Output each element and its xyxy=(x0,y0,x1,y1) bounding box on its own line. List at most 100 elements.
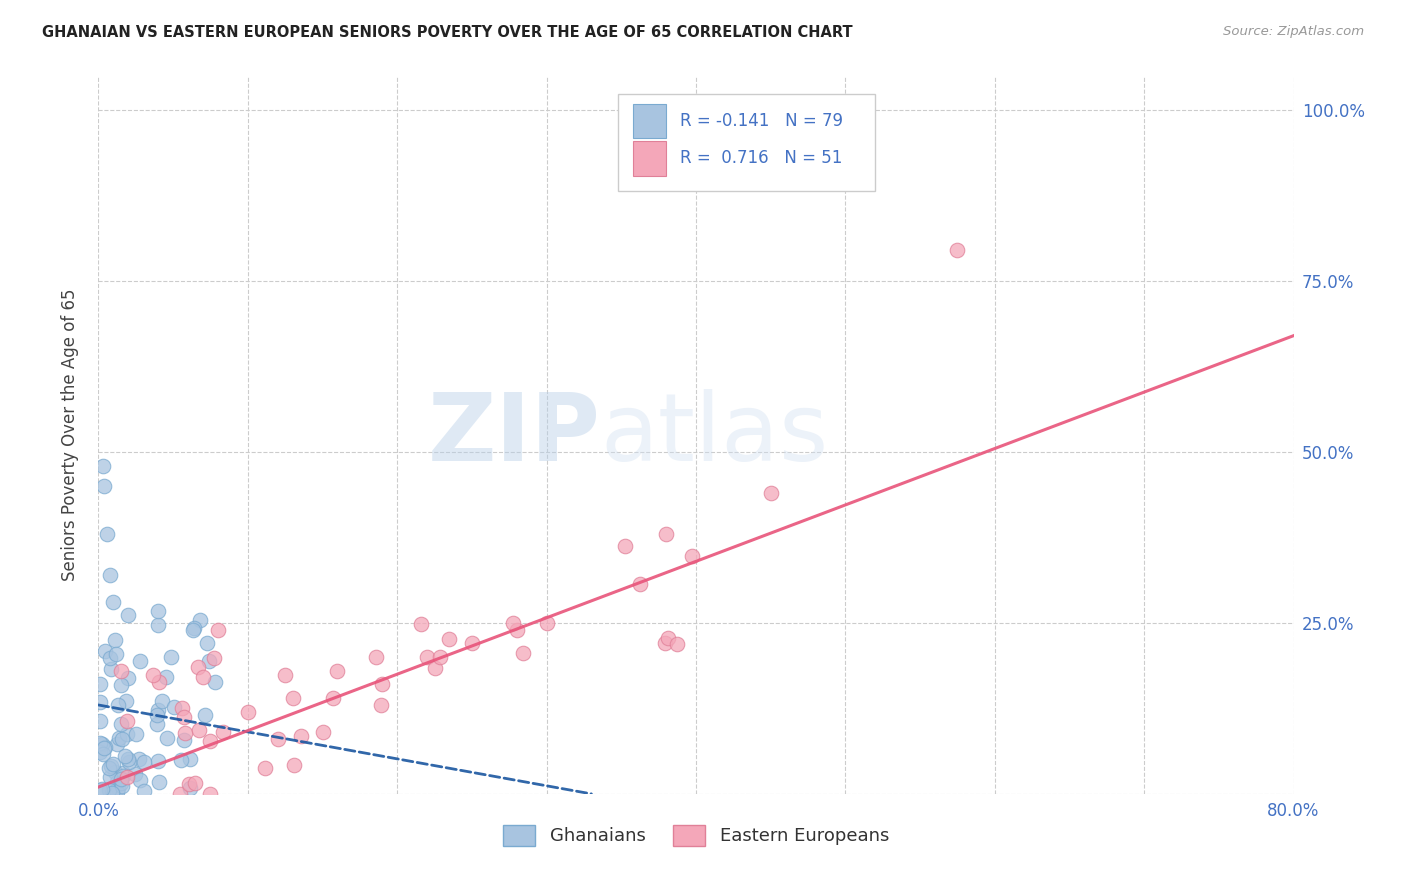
Point xyxy=(107,737,129,751)
Point xyxy=(194,708,217,723)
Point xyxy=(146,604,169,618)
Point xyxy=(117,727,139,741)
Point xyxy=(93,741,115,756)
Point xyxy=(173,733,195,747)
Point xyxy=(461,636,484,650)
Point xyxy=(657,631,679,645)
Point xyxy=(322,691,344,706)
Point xyxy=(110,677,132,691)
Point xyxy=(204,674,226,689)
Point xyxy=(371,677,394,691)
Point xyxy=(124,767,146,781)
Point xyxy=(111,731,134,746)
Point xyxy=(681,549,703,563)
Point xyxy=(112,769,135,783)
Point xyxy=(128,752,150,766)
Point xyxy=(173,710,195,724)
Bar xyxy=(633,103,666,138)
Point xyxy=(512,646,534,660)
Point xyxy=(181,624,204,638)
Point xyxy=(107,698,129,712)
Point xyxy=(105,785,128,799)
Point xyxy=(536,615,558,630)
Point xyxy=(198,654,221,668)
Point xyxy=(160,649,183,664)
Point xyxy=(117,752,139,766)
Point xyxy=(148,703,170,717)
Point xyxy=(111,780,134,794)
Point xyxy=(98,651,121,665)
Point xyxy=(946,244,969,258)
Point xyxy=(179,777,201,791)
Point xyxy=(129,654,152,668)
Point xyxy=(117,671,139,685)
Point xyxy=(202,651,225,665)
Point xyxy=(100,759,122,773)
Point xyxy=(129,772,152,787)
Point xyxy=(98,568,122,582)
Point xyxy=(110,772,132,787)
Point xyxy=(179,752,201,766)
Point xyxy=(267,732,290,747)
Point xyxy=(425,661,447,675)
Point xyxy=(110,717,132,731)
Point xyxy=(416,650,439,665)
Text: GHANAIAN VS EASTERN EUROPEAN SENIORS POVERTY OVER THE AGE OF 65 CORRELATION CHAR: GHANAIAN VS EASTERN EUROPEAN SENIORS POV… xyxy=(42,25,853,40)
Point xyxy=(91,747,114,761)
Point xyxy=(654,636,676,650)
Point xyxy=(183,621,205,635)
Point xyxy=(89,745,111,759)
Point xyxy=(148,774,170,789)
Point xyxy=(183,776,205,790)
Point xyxy=(96,527,118,541)
Point xyxy=(364,649,387,664)
Point xyxy=(173,725,195,739)
Point xyxy=(506,623,529,637)
Point xyxy=(93,479,115,493)
Point xyxy=(89,695,111,709)
Point xyxy=(89,676,111,690)
Point xyxy=(89,783,111,797)
Legend: Ghanaians, Eastern Europeans: Ghanaians, Eastern Europeans xyxy=(496,818,896,853)
Point xyxy=(290,730,312,744)
Text: atlas: atlas xyxy=(600,389,828,481)
Point xyxy=(98,761,121,775)
Point xyxy=(94,739,117,754)
Point xyxy=(89,714,111,728)
Point xyxy=(107,731,129,745)
Point xyxy=(179,781,201,796)
Point xyxy=(90,737,112,751)
Point xyxy=(148,754,170,768)
Point xyxy=(254,761,277,775)
Point xyxy=(207,623,229,637)
Point xyxy=(103,595,125,609)
Point xyxy=(101,786,124,800)
Point xyxy=(148,674,170,689)
Point xyxy=(212,725,235,739)
Point xyxy=(104,633,127,648)
Point xyxy=(132,784,155,798)
Point xyxy=(370,698,392,712)
Point xyxy=(169,787,191,801)
Point xyxy=(281,691,304,706)
Point xyxy=(145,716,167,731)
Point xyxy=(103,757,125,772)
Point xyxy=(666,637,689,651)
Point xyxy=(429,650,451,665)
Point xyxy=(155,670,177,684)
Point xyxy=(98,770,121,784)
Point xyxy=(91,782,114,797)
Bar xyxy=(633,141,666,176)
Bar xyxy=(619,94,876,191)
Point xyxy=(150,694,173,708)
Point xyxy=(187,723,209,738)
Point xyxy=(169,753,191,767)
Point xyxy=(326,664,349,678)
Point xyxy=(142,668,165,682)
Point xyxy=(105,647,128,661)
Text: Source: ZipAtlas.com: Source: ZipAtlas.com xyxy=(1223,25,1364,38)
Point xyxy=(115,714,138,728)
Point xyxy=(118,755,141,769)
Point xyxy=(94,643,117,657)
Point xyxy=(104,764,127,779)
